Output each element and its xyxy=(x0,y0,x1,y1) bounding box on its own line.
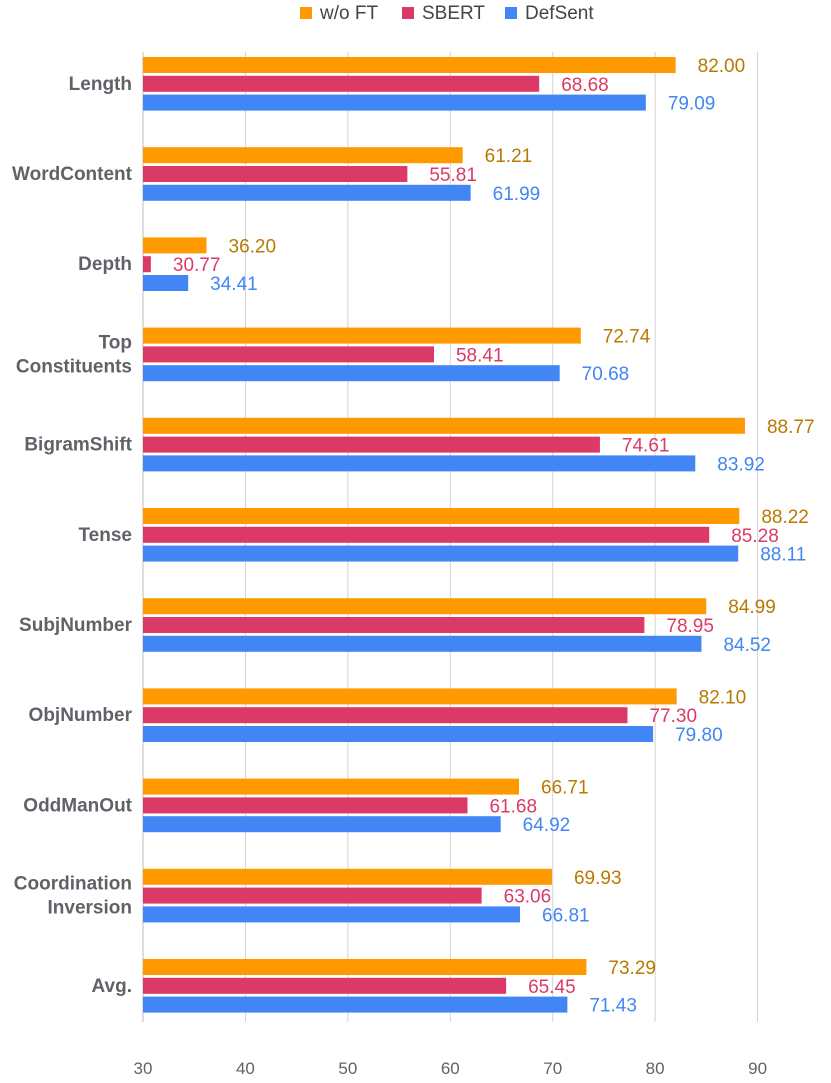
bar-w-o-ft-4 xyxy=(143,417,745,434)
value-label: 65.45 xyxy=(528,977,576,998)
bars: 82.00 68.68 79.09 61.21 55.81 61.99 36.20 30.77… xyxy=(143,56,815,1017)
value-label: 73.29 xyxy=(608,958,656,979)
category-labels: Length WordContent Depth Top Constituents Big… xyxy=(12,74,133,997)
legend-swatch xyxy=(300,7,312,19)
value-label: 88.11 xyxy=(760,545,806,566)
x-tick-label: 80 xyxy=(646,1059,665,1078)
legend-swatch xyxy=(402,7,414,19)
value-label: 61.21 xyxy=(485,146,533,167)
value-label: 69.93 xyxy=(574,868,622,889)
bar-defsent-8 xyxy=(143,816,501,833)
bar-defsent-9 xyxy=(143,906,521,923)
x-tick-label: 40 xyxy=(236,1059,255,1078)
bar-defsent-3 xyxy=(143,365,560,382)
x-tick-label: 60 xyxy=(441,1059,460,1078)
category-label: WordContent xyxy=(12,164,133,185)
category-label: OddManOut xyxy=(23,795,132,816)
value-label: 84.52 xyxy=(723,635,771,656)
x-axis-ticks: 30 40 50 60 70 80 90 xyxy=(134,1059,767,1078)
value-label: 36.20 xyxy=(229,236,277,257)
bar-sbert-5 xyxy=(143,526,710,543)
category-label: Inversion xyxy=(48,898,132,919)
category-label: BigramShift xyxy=(24,435,132,456)
x-tick-label: 30 xyxy=(134,1059,153,1078)
value-label: 79.09 xyxy=(668,94,716,115)
bar-w-o-ft-7 xyxy=(143,688,677,705)
bar-sbert-6 xyxy=(143,617,645,633)
x-tick-label: 70 xyxy=(543,1059,562,1078)
bar-defsent-10 xyxy=(143,996,568,1013)
bar-sbert-8 xyxy=(143,797,468,814)
bar-defsent-7 xyxy=(143,726,654,742)
value-label: 88.77 xyxy=(767,417,815,438)
category-label: Avg. xyxy=(92,976,132,997)
bar-defsent-2 xyxy=(143,275,189,291)
category-label: Depth xyxy=(78,254,132,275)
bar-defsent-5 xyxy=(143,545,739,562)
bar-sbert-0 xyxy=(143,75,540,92)
bar-w-o-ft-9 xyxy=(143,868,552,885)
bar-w-o-ft-3 xyxy=(143,327,581,344)
value-label: 72.74 xyxy=(603,327,651,348)
x-tick-label: 90 xyxy=(748,1059,767,1078)
bar-defsent-0 xyxy=(143,94,646,111)
value-label: 88.22 xyxy=(761,507,809,528)
bar-sbert-4 xyxy=(143,436,600,453)
legend-label: w/o FT xyxy=(319,3,378,24)
bar-w-o-ft-1 xyxy=(143,147,463,164)
bar-defsent-6 xyxy=(143,635,702,652)
value-label: 61.68 xyxy=(489,796,537,817)
category-label: ObjNumber xyxy=(29,705,133,726)
value-label: 30.77 xyxy=(173,255,221,276)
category-label: Coordination xyxy=(14,874,132,895)
bar-sbert-7 xyxy=(143,707,628,724)
bar-w-o-ft-2 xyxy=(143,237,207,254)
value-label: 63.06 xyxy=(504,887,552,908)
x-tick-label: 50 xyxy=(338,1059,357,1078)
category-label: Tense xyxy=(78,525,132,546)
value-label: 70.68 xyxy=(582,364,630,385)
value-label: 66.81 xyxy=(542,905,590,926)
value-label: 84.99 xyxy=(728,597,776,618)
bar-w-o-ft-10 xyxy=(143,959,587,975)
category-label: Length xyxy=(69,74,132,95)
category-label: Top xyxy=(99,332,132,353)
value-label: 77.30 xyxy=(649,706,697,727)
bar-w-o-ft-0 xyxy=(143,57,676,73)
legend: w/o FT SBERT DefSent xyxy=(300,3,594,24)
legend-label: DefSent xyxy=(525,3,594,24)
value-label: 68.68 xyxy=(561,75,609,96)
value-label: 82.10 xyxy=(699,687,747,708)
bar-sbert-3 xyxy=(143,346,434,363)
bar-w-o-ft-6 xyxy=(143,598,707,615)
value-label: 58.41 xyxy=(456,345,504,366)
bar-sbert-2 xyxy=(143,256,151,273)
value-label: 55.81 xyxy=(429,165,477,186)
bar-defsent-4 xyxy=(143,455,696,472)
category-label: SubjNumber xyxy=(19,615,133,636)
value-label: 66.71 xyxy=(541,778,589,799)
legend-swatch xyxy=(505,7,517,19)
bar-sbert-10 xyxy=(143,977,507,994)
value-label: 34.41 xyxy=(210,274,258,295)
bar-sbert-1 xyxy=(143,166,408,182)
value-label: 71.43 xyxy=(589,996,637,1017)
bar-w-o-ft-8 xyxy=(143,778,520,795)
value-label: 82.00 xyxy=(698,56,746,77)
bar-defsent-1 xyxy=(143,184,471,201)
legend-label: SBERT xyxy=(422,3,485,24)
value-label: 64.92 xyxy=(523,815,571,836)
bar-w-o-ft-5 xyxy=(143,508,740,524)
value-label: 78.95 xyxy=(666,616,714,637)
value-label: 83.92 xyxy=(717,454,765,475)
bar-sbert-9 xyxy=(143,887,482,904)
value-label: 61.99 xyxy=(493,184,541,205)
value-label: 79.80 xyxy=(675,725,723,746)
category-label: Constituents xyxy=(16,356,132,377)
value-label: 74.61 xyxy=(622,436,670,457)
value-label: 85.28 xyxy=(731,526,779,547)
